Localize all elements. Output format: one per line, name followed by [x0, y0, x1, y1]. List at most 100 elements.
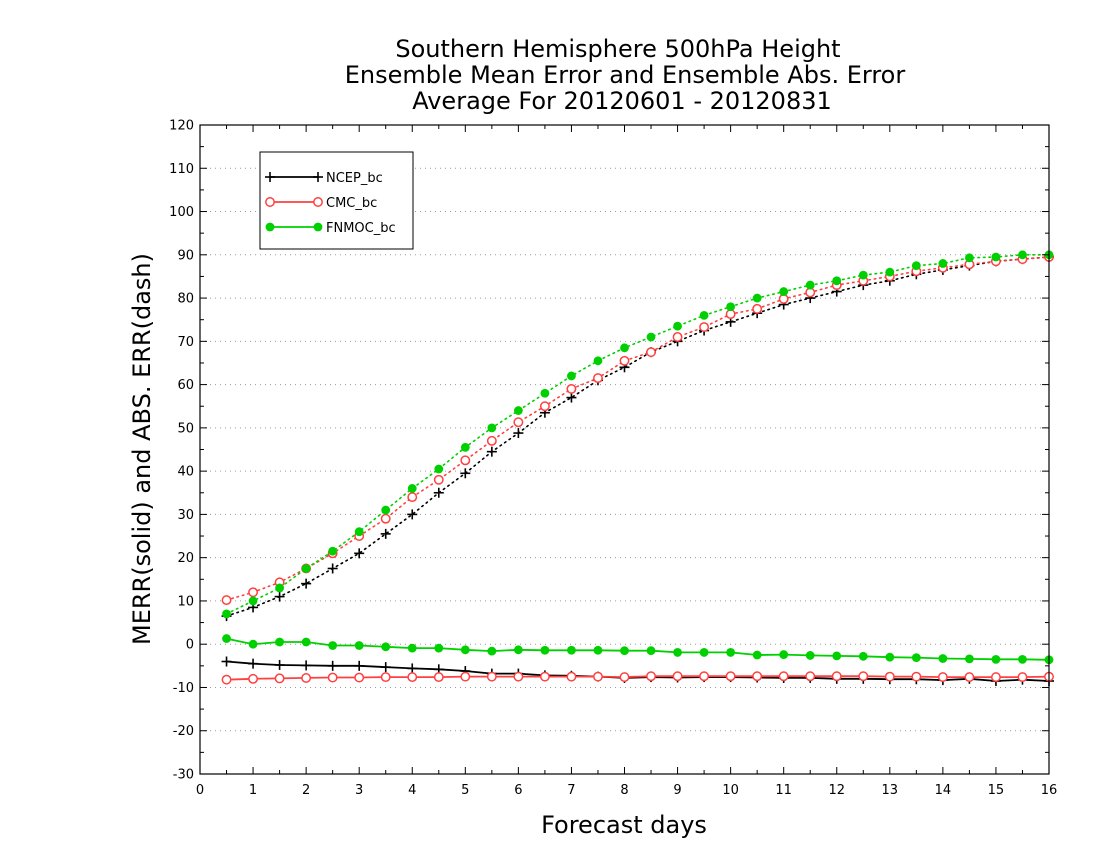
merr-point	[407, 672, 418, 683]
x-tick-label: 5	[461, 783, 469, 798]
abs-err-point	[222, 609, 231, 619]
merr-point	[407, 643, 417, 653]
y-tick-label: 110	[169, 162, 194, 177]
merr-point	[248, 673, 259, 684]
abs-err-point	[433, 487, 444, 498]
merr-point	[646, 671, 656, 682]
abs-err-point	[991, 252, 1001, 262]
merr-point	[274, 673, 285, 684]
merr-point	[699, 648, 709, 657]
legend-marker-CMC_bc	[313, 197, 323, 207]
abs-err-point	[513, 417, 524, 428]
y-tick-label: -30	[173, 768, 194, 783]
y-tick-label: -10	[173, 681, 194, 696]
merr-point	[539, 671, 550, 682]
abs-err-point	[354, 548, 365, 559]
merr-point	[964, 672, 975, 683]
abs-err-point	[354, 527, 364, 537]
abs-err-point	[460, 468, 471, 479]
merr-point	[778, 671, 789, 682]
merr-point	[752, 671, 763, 682]
merr-point	[673, 648, 682, 657]
abs-err-point	[407, 484, 417, 493]
abs-err-point	[646, 332, 656, 342]
x-tick-label: 3	[355, 783, 363, 798]
abs-err-point	[248, 587, 259, 598]
y-tick-label: 20	[177, 551, 194, 566]
merr-point	[513, 671, 524, 682]
abs-err-point	[407, 509, 418, 520]
abs-err-point	[805, 280, 815, 290]
merr-point	[725, 671, 736, 682]
merr-point	[965, 654, 974, 664]
abs-err-line-FNMOC_bc	[225, 254, 1050, 615]
merr-line-FNMOC_bc	[226, 637, 1050, 661]
merr-point	[248, 658, 259, 669]
merr-point	[1017, 672, 1028, 683]
legend-marker-NCEP_bc	[265, 172, 275, 182]
merr-point	[593, 645, 603, 655]
abs-err-point	[513, 428, 524, 439]
merr-point	[832, 651, 842, 661]
merr-point	[274, 659, 285, 670]
merr-point	[620, 646, 629, 656]
merr-point	[301, 660, 312, 671]
y-tick-label: 30	[177, 508, 194, 523]
x-tick-label: 4	[408, 783, 416, 798]
x-tick-label: 15	[988, 783, 1005, 798]
chart-title-line-3: Average For 20120601 - 20120831	[412, 87, 832, 115]
merr-point	[460, 645, 470, 655]
abs-err-point	[646, 347, 656, 358]
legend: NCEP_bc CMC_bc FNMOC_bc	[259, 151, 414, 250]
abs-err-point	[778, 293, 789, 304]
legend-label-CMC_bc: CMC_bc	[326, 196, 377, 211]
merr-point	[222, 634, 231, 643]
x-tick-label: 7	[567, 783, 575, 798]
merr-point	[726, 648, 736, 657]
abs-err-point	[965, 253, 974, 263]
merr-point	[301, 637, 311, 647]
merr-point	[328, 641, 338, 650]
abs-err-line-NCEP_bc	[225, 256, 1050, 617]
x-axis-label: Forecast days	[541, 811, 707, 839]
legend-marker-NCEP_bc	[313, 172, 323, 182]
abs-err-point	[673, 321, 682, 331]
x-tick-label: 6	[514, 783, 522, 798]
abs-err-point	[567, 371, 576, 381]
y-tick-label: 100	[169, 205, 194, 220]
legend-marker-FNMOC_bc	[265, 222, 275, 232]
merr-point	[990, 672, 1001, 683]
merr-point	[566, 671, 577, 682]
merr-point	[380, 672, 391, 683]
abs-err-point	[593, 356, 603, 366]
merr-point	[380, 662, 391, 673]
abs-err-point	[539, 401, 550, 412]
merr-point	[805, 671, 816, 682]
merr-point	[354, 672, 365, 683]
merr-point	[354, 660, 365, 671]
merr-point	[884, 671, 895, 682]
merr-point	[991, 654, 1001, 664]
abs-err-point	[1018, 250, 1027, 260]
x-tick-label: 0	[196, 783, 204, 798]
merr-point	[699, 671, 710, 682]
x-tick-label: 1	[249, 783, 257, 798]
y-tick-label: 10	[177, 594, 194, 609]
merr-point	[911, 671, 922, 682]
merr-point	[619, 672, 630, 683]
merr-point	[1018, 654, 1027, 664]
abs-err-point	[593, 373, 603, 384]
merr-point	[540, 645, 550, 655]
y-tick-label: 60	[177, 378, 194, 393]
abs-err-point	[779, 287, 789, 296]
y-tick-label: -20	[173, 724, 194, 739]
merr-point	[858, 651, 868, 661]
abs-err-point	[460, 442, 470, 452]
series-NCEP_bc	[221, 251, 1054, 686]
abs-err-point	[620, 343, 629, 353]
abs-err-point	[699, 310, 709, 320]
chart-title-line-1: Southern Hemisphere 500hPa Height	[395, 35, 840, 63]
merr-point	[433, 672, 444, 683]
abs-err-point	[328, 546, 338, 556]
x-tick-label: 16	[1041, 783, 1058, 798]
